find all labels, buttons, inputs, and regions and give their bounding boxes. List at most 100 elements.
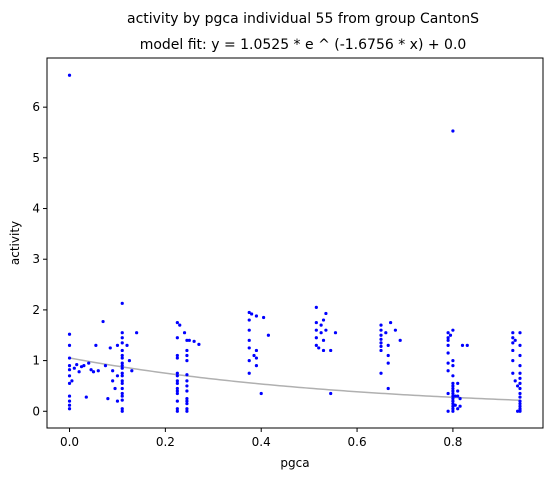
data-point bbox=[67, 364, 72, 368]
data-point bbox=[185, 373, 189, 377]
data-point bbox=[175, 407, 179, 411]
data-point bbox=[451, 389, 455, 393]
data-point bbox=[252, 353, 256, 358]
x-tick-label: 0.4 bbox=[252, 435, 271, 449]
data-point bbox=[192, 339, 196, 343]
data-point bbox=[329, 391, 333, 396]
data-point bbox=[321, 338, 326, 342]
data-point bbox=[446, 391, 450, 396]
data-point bbox=[185, 358, 189, 363]
data-point bbox=[511, 331, 515, 335]
data-point bbox=[185, 389, 189, 393]
data-point bbox=[456, 407, 460, 411]
data-point bbox=[516, 384, 520, 388]
data-point bbox=[101, 319, 105, 324]
data-point bbox=[513, 338, 517, 342]
data-point bbox=[451, 328, 455, 332]
data-point bbox=[386, 343, 390, 347]
data-point bbox=[314, 320, 318, 325]
data-point bbox=[175, 374, 179, 378]
data-point bbox=[456, 381, 460, 385]
data-point bbox=[120, 364, 124, 368]
data-point bbox=[379, 371, 383, 375]
data-point bbox=[96, 369, 100, 373]
data-point bbox=[518, 381, 522, 385]
y-tick-label: 5 bbox=[32, 151, 40, 165]
data-point bbox=[120, 356, 124, 360]
data-point bbox=[185, 409, 189, 413]
data-point bbox=[67, 374, 72, 378]
data-point bbox=[254, 364, 259, 368]
data-point bbox=[254, 314, 259, 318]
data-point bbox=[266, 333, 270, 337]
data-point bbox=[247, 346, 251, 350]
data-point bbox=[518, 404, 522, 408]
y-tick-label: 2 bbox=[32, 303, 40, 317]
data-point bbox=[175, 353, 179, 358]
data-point bbox=[518, 371, 522, 375]
data-point bbox=[175, 399, 179, 403]
data-point bbox=[317, 346, 321, 350]
data-point bbox=[247, 310, 251, 315]
x-tick-label: 0.8 bbox=[443, 435, 462, 449]
data-point bbox=[185, 397, 189, 401]
data-point bbox=[518, 364, 522, 368]
data-point bbox=[518, 391, 522, 396]
data-point bbox=[451, 384, 455, 388]
data-point bbox=[106, 397, 110, 401]
data-point bbox=[398, 338, 402, 342]
data-point bbox=[451, 358, 455, 363]
data-point bbox=[185, 402, 189, 406]
data-point bbox=[451, 374, 455, 378]
x-tick-label: 0.6 bbox=[348, 435, 367, 449]
data-point bbox=[451, 399, 455, 403]
data-point bbox=[379, 348, 383, 353]
data-point bbox=[451, 407, 455, 411]
data-point bbox=[120, 409, 124, 413]
y-tick-label: 1 bbox=[32, 354, 40, 368]
data-point bbox=[451, 394, 455, 398]
data-point bbox=[127, 358, 132, 363]
data-point bbox=[185, 338, 189, 342]
data-point bbox=[518, 395, 522, 399]
data-point bbox=[67, 403, 72, 407]
y-tick-label: 0 bbox=[32, 404, 40, 418]
data-point bbox=[89, 368, 93, 372]
data-point bbox=[451, 397, 455, 401]
data-point bbox=[451, 402, 455, 406]
data-point bbox=[175, 381, 179, 385]
data-point bbox=[324, 328, 328, 332]
data-point bbox=[185, 407, 189, 411]
data-point bbox=[511, 348, 515, 353]
data-point bbox=[120, 341, 124, 345]
plot-area bbox=[47, 58, 543, 428]
data-point bbox=[120, 379, 124, 383]
data-point bbox=[518, 402, 522, 406]
data-point bbox=[511, 336, 515, 340]
data-point bbox=[67, 73, 72, 77]
data-point bbox=[120, 366, 124, 370]
data-point bbox=[321, 318, 326, 322]
chart-subtitle: model fit: y = 1.0525 * e ^ (-1.6756 * x… bbox=[140, 37, 467, 53]
data-point bbox=[384, 331, 388, 335]
data-point bbox=[120, 336, 124, 340]
data-point bbox=[446, 336, 450, 340]
plot-frame bbox=[46, 57, 544, 429]
data-point bbox=[456, 389, 460, 393]
data-point bbox=[314, 336, 318, 340]
data-point bbox=[185, 399, 189, 403]
data-point bbox=[254, 348, 259, 353]
data-point bbox=[518, 399, 522, 403]
data-point bbox=[329, 348, 333, 353]
data-point bbox=[321, 348, 326, 353]
data-point bbox=[115, 374, 120, 378]
data-point bbox=[518, 353, 522, 358]
data-point bbox=[185, 379, 189, 383]
y-tick-label: 6 bbox=[32, 100, 40, 114]
data-point bbox=[319, 323, 323, 327]
data-point bbox=[379, 323, 383, 327]
data-point bbox=[386, 386, 390, 391]
data-point bbox=[67, 356, 72, 360]
data-point bbox=[453, 403, 457, 407]
data-point bbox=[120, 407, 124, 411]
